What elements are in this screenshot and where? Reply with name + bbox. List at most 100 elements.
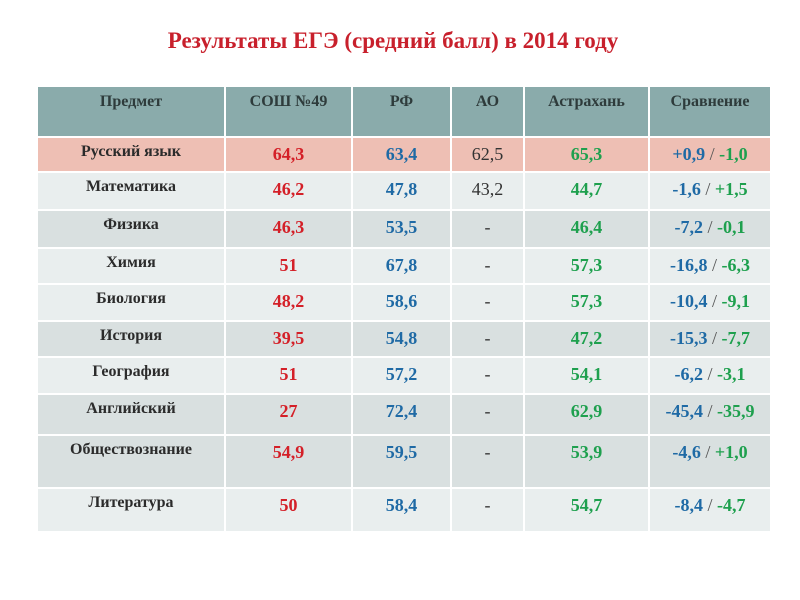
subject-cell: Математика — [36, 171, 226, 211]
comparison-rf: -6,2 — [674, 364, 703, 384]
separator: / — [709, 144, 715, 164]
subject-cell: Литература — [36, 487, 226, 533]
comparison-rf: -15,3 — [669, 328, 708, 348]
school-score: 39,5 — [224, 320, 353, 358]
comparison-astrakhan: +1,5 — [714, 179, 748, 199]
separator: / — [711, 255, 717, 275]
separator: / — [707, 217, 713, 237]
table-row: Английский 27 72,4-62,9 -45,4 / -35,9 — [36, 393, 772, 436]
separator: / — [707, 495, 713, 515]
school-score: 46,2 — [224, 171, 353, 211]
astrakhan-score: 54,1 — [523, 356, 650, 395]
astrakhan-score: 53,9 — [523, 434, 650, 489]
astrakhan-score: 57,3 — [523, 283, 650, 322]
separator: / — [711, 291, 717, 311]
school-score: 48,2 — [224, 283, 353, 322]
results-table: Предмет СОШ №49 РФ АО Астрахань Сравнени… — [36, 85, 772, 533]
header-ao: АО — [450, 85, 525, 138]
ao-score: - — [450, 487, 525, 533]
table-row: Физика 46,3 53,5-46,4 -7,2 / -0,1 — [36, 209, 772, 249]
table-row: Математика 46,2 47,8 43,2 44,7 -1,6 / +1,5 — [36, 171, 772, 211]
separator: / — [705, 442, 711, 462]
comparison-astrakhan: -1,0 — [719, 144, 748, 164]
ao-score: - — [450, 320, 525, 358]
astrakhan-score: 54,7 — [523, 487, 650, 533]
ao-score: 62,5 — [450, 136, 525, 173]
header-row: Предмет СОШ №49 РФ АО Астрахань Сравнени… — [36, 85, 772, 138]
astrakhan-score: 62,9 — [523, 393, 650, 436]
subject-cell: Биология — [36, 283, 226, 322]
comparison-astrakhan: -35,9 — [717, 401, 755, 421]
table-row: Обществознание 54,9 59,5-53,9 -4,6 / +1,0 — [36, 434, 772, 489]
school-score: 51 — [224, 356, 353, 395]
comparison-cell: -16,8 / -6,3 — [648, 247, 772, 285]
comparison-rf: -16,8 — [669, 255, 708, 275]
comparison-astrakhan: -4,7 — [717, 495, 746, 515]
comparison-cell: -1,6 / +1,5 — [648, 171, 772, 211]
rf-score: 58,6 — [351, 283, 452, 322]
comparison-cell: -4,6 / +1,0 — [648, 434, 772, 489]
separator: / — [705, 179, 711, 199]
separator: / — [711, 328, 717, 348]
rf-score: 59,5 — [351, 434, 452, 489]
rf-score: 67,8 — [351, 247, 452, 285]
comparison-astrakhan: -7,7 — [721, 328, 751, 348]
school-score: 27 — [224, 393, 353, 436]
comparison-cell: -15,3 / -7,7 — [648, 320, 772, 358]
comparison-cell: +0,9 / -1,0 — [648, 136, 772, 173]
separator: / — [707, 401, 713, 421]
comparison-cell: -7,2 / -0,1 — [648, 209, 772, 249]
ao-score: - — [450, 393, 525, 436]
subject-cell: Английский — [36, 393, 226, 436]
header-astrakhan: Астрахань — [523, 85, 650, 138]
ao-score: - — [450, 434, 525, 489]
header-rf: РФ — [351, 85, 452, 138]
table-row: Литература 50 58,4-54,7 -8,4 / -4,7 — [36, 487, 772, 533]
subject-cell: Русский язык — [36, 136, 226, 173]
comparison-rf: -10,4 — [669, 291, 708, 311]
comparison-astrakhan: -3,1 — [717, 364, 746, 384]
subject-cell: История — [36, 320, 226, 358]
comparison-rf: -4,6 — [672, 442, 701, 462]
table-row: Химия 51 67,8-57,3 -16,8 / -6,3 — [36, 247, 772, 285]
header-school: СОШ №49 — [224, 85, 353, 138]
astrakhan-score: 57,3 — [523, 247, 650, 285]
comparison-astrakhan: -0,1 — [717, 217, 746, 237]
comparison-cell: -8,4 / -4,7 — [648, 487, 772, 533]
header-comparison: Сравнение — [648, 85, 772, 138]
school-score: 54,9 — [224, 434, 353, 489]
comparison-astrakhan: -6,3 — [721, 255, 751, 275]
table-row: Русский язык 64,3 63,4 62,5 65,3 +0,9 / -1,0 — [36, 136, 772, 173]
table-row: История 39,5 54,8-47,2 -15,3 / -7,7 — [36, 320, 772, 358]
school-score: 64,3 — [224, 136, 353, 173]
ao-score: - — [450, 209, 525, 249]
astrakhan-score: 47,2 — [523, 320, 650, 358]
comparison-rf: -45,4 — [665, 401, 703, 421]
table-row: Биология 48,2 58,6-57,3 -10,4 / -9,1 — [36, 283, 772, 322]
subject-cell: Обществознание — [36, 434, 226, 489]
subject-cell: География — [36, 356, 226, 395]
astrakhan-score: 65,3 — [523, 136, 650, 173]
comparison-cell: -6,2 / -3,1 — [648, 356, 772, 395]
comparison-cell: -45,4 / -35,9 — [648, 393, 772, 436]
ao-score: 43,2 — [450, 171, 525, 211]
rf-score: 57,2 — [351, 356, 452, 395]
comparison-rf: -1,6 — [672, 179, 701, 199]
comparison-rf: -7,2 — [674, 217, 703, 237]
rf-score: 53,5 — [351, 209, 452, 249]
rf-score: 63,4 — [351, 136, 452, 173]
comparison-astrakhan: +1,0 — [714, 442, 748, 462]
subject-cell: Химия — [36, 247, 226, 285]
ao-score: - — [450, 356, 525, 395]
comparison-cell: -10,4 / -9,1 — [648, 283, 772, 322]
rf-score: 72,4 — [351, 393, 452, 436]
ao-score: - — [450, 283, 525, 322]
subject-cell: Физика — [36, 209, 226, 249]
rf-score: 58,4 — [351, 487, 452, 533]
school-score: 50 — [224, 487, 353, 533]
header-subject: Предмет — [36, 85, 226, 138]
rf-score: 47,8 — [351, 171, 452, 211]
comparison-rf: +0,9 — [672, 144, 706, 164]
astrakhan-score: 46,4 — [523, 209, 650, 249]
table-row: География 51 57,2-54,1 -6,2 / -3,1 — [36, 356, 772, 395]
